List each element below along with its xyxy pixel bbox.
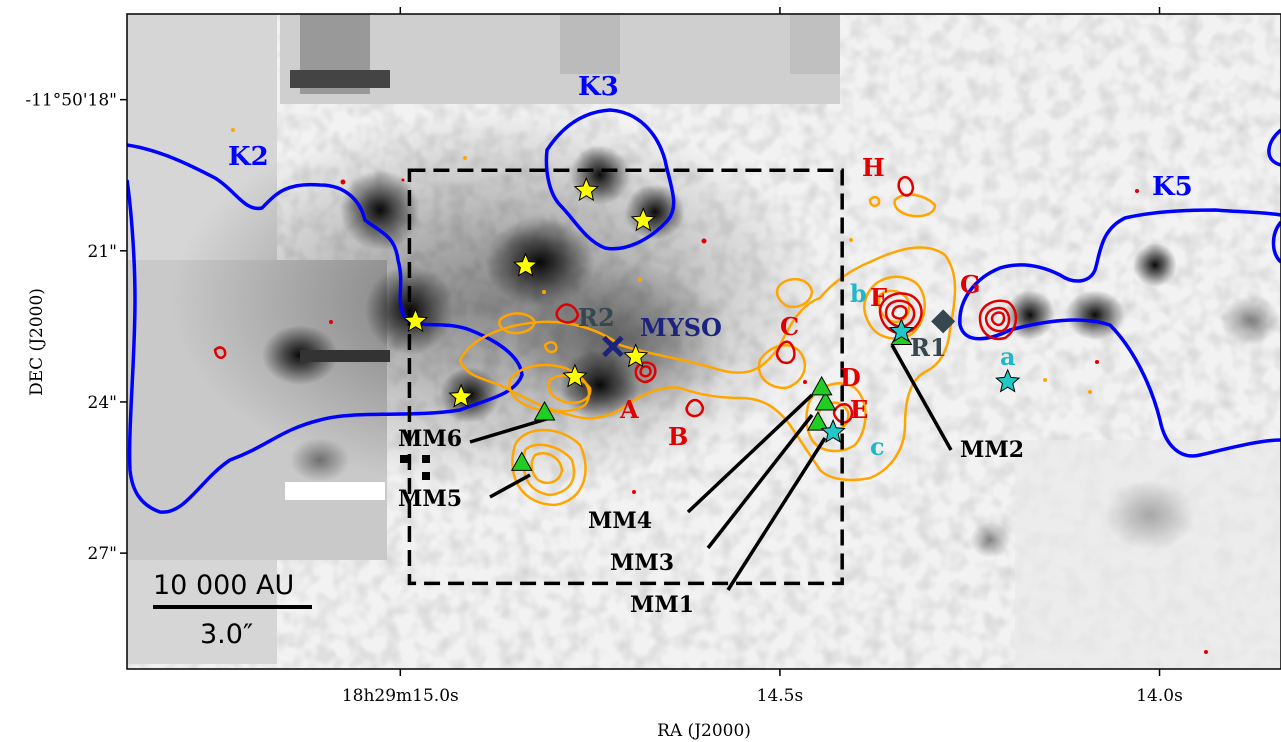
near-ir-star-marker xyxy=(402,307,429,333)
scale-angle-label: 3.0″ xyxy=(200,619,253,650)
axis-ticks: 18h29m15.0s 14.5s 14.0s -11°50'18" 21" 24" 27" xyxy=(25,7,1183,706)
radio-source-marker xyxy=(931,309,956,334)
cyan-star-c-label: c xyxy=(870,432,885,461)
clump-d-label: D xyxy=(840,363,861,392)
k3-label: K3 xyxy=(578,72,619,102)
clump-g-label: G xyxy=(960,270,981,299)
k3-contour xyxy=(544,108,676,251)
small-ticks xyxy=(400,455,430,480)
y-tick-label: -11°50'18" xyxy=(25,91,117,111)
near-ir-star-marker xyxy=(573,176,599,202)
labels: K2 K3 K5 MYSO R2 R1 A B C D E F G H a b … xyxy=(228,72,1193,618)
clump-h-label: H xyxy=(862,153,885,182)
near-ir-star-marker xyxy=(630,207,656,232)
cyan-star-a-label: a xyxy=(1000,342,1016,371)
zoom-region-box xyxy=(407,168,844,586)
cyan-star-marker xyxy=(820,418,846,443)
clump-b-label: B xyxy=(668,422,688,451)
scale-bar: 10 000 AU 3.0″ xyxy=(153,570,312,650)
red-contours xyxy=(213,176,1018,424)
cyan-star-b-label: b xyxy=(850,279,867,308)
x-axis-title: RA (J2000) xyxy=(657,721,751,741)
near-ir-star-marker xyxy=(448,383,474,408)
near-ir-star-marker xyxy=(623,343,649,368)
markers-layer xyxy=(402,176,1021,471)
mm-core-marker xyxy=(533,401,556,421)
r2-label: R2 xyxy=(578,303,615,332)
y-tick-label: 27" xyxy=(88,544,117,564)
orange-specks xyxy=(231,128,1092,394)
k2-label: K2 xyxy=(228,142,269,172)
mm1-label: MM1 xyxy=(630,592,694,618)
mm-core-marker xyxy=(807,411,829,431)
scale-length-label: 10 000 AU xyxy=(153,570,294,601)
k5-label: K5 xyxy=(1152,172,1193,202)
myso-label: MYSO xyxy=(640,313,722,342)
cyan-star-marker xyxy=(995,368,1021,393)
red-specks xyxy=(329,178,1208,654)
r1-label: R1 xyxy=(910,333,947,362)
clump-a-label: A xyxy=(619,395,639,424)
near-ir-star-marker xyxy=(512,252,539,277)
myso-marker xyxy=(602,335,624,358)
mm5-label: MM5 xyxy=(398,486,462,512)
near-ir-star-marker xyxy=(562,363,588,388)
near-ir-image xyxy=(127,14,1281,669)
y-axis-title: DEC (J2000) xyxy=(27,288,47,396)
cyan-star-marker xyxy=(888,318,915,343)
mm6-label: MM6 xyxy=(398,426,462,452)
mm-pointer-lines xyxy=(469,344,953,591)
mm3-label: MM3 xyxy=(610,550,674,576)
mm-core-marker xyxy=(814,390,837,411)
x-tick-label: 14.5s xyxy=(757,686,804,706)
mm-core-marker xyxy=(810,375,833,396)
k5-contour xyxy=(958,128,1281,458)
clump-c-label: C xyxy=(780,312,799,341)
k2-contour xyxy=(127,143,524,514)
plot-frame xyxy=(126,13,1281,670)
clump-e-label: E xyxy=(850,395,868,424)
mm4-label: MM4 xyxy=(588,508,652,534)
x-tick-label: 14.0s xyxy=(1136,686,1183,706)
clump-f-label: F xyxy=(870,283,887,312)
x-tick-label: 18h29m15.0s xyxy=(342,686,459,706)
k-cluster-contours xyxy=(127,108,1281,514)
mm-core-marker xyxy=(510,451,533,471)
y-tick-label: 24" xyxy=(88,393,117,413)
mm2-label: MM2 xyxy=(960,437,1024,463)
y-tick-label: 21" xyxy=(88,242,117,262)
